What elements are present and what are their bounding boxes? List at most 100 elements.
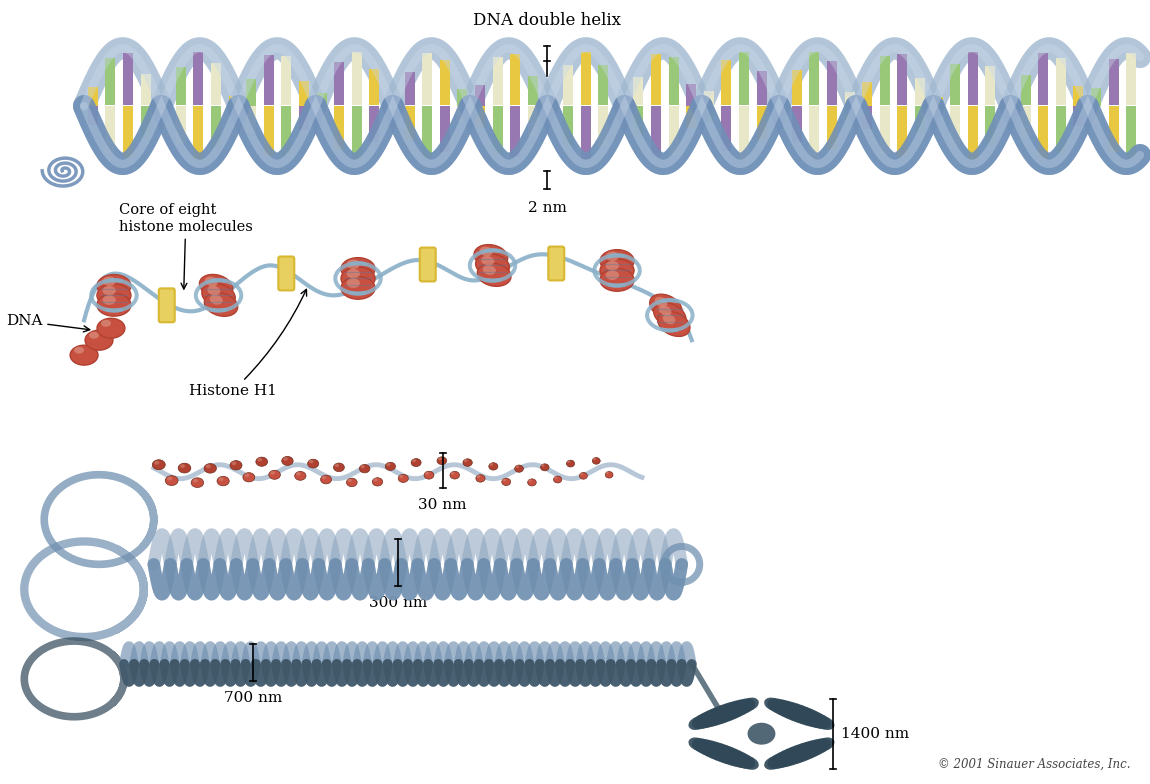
Ellipse shape	[270, 471, 275, 474]
Ellipse shape	[321, 475, 331, 484]
Ellipse shape	[451, 472, 454, 475]
Ellipse shape	[385, 463, 396, 470]
Ellipse shape	[501, 478, 511, 485]
FancyBboxPatch shape	[549, 246, 565, 281]
Ellipse shape	[780, 746, 805, 766]
FancyBboxPatch shape	[278, 256, 294, 290]
Ellipse shape	[258, 458, 262, 462]
Ellipse shape	[650, 294, 682, 319]
Bar	[335, 62, 344, 105]
Ellipse shape	[205, 292, 238, 316]
Bar	[405, 106, 415, 140]
Bar	[123, 106, 133, 158]
Ellipse shape	[342, 267, 375, 290]
Ellipse shape	[696, 711, 719, 728]
Bar	[87, 106, 98, 125]
Bar	[229, 106, 239, 117]
Ellipse shape	[606, 471, 608, 474]
Ellipse shape	[207, 285, 221, 296]
Bar	[739, 106, 749, 158]
Ellipse shape	[480, 247, 492, 256]
Ellipse shape	[764, 756, 783, 770]
Bar	[528, 76, 538, 106]
Ellipse shape	[230, 461, 241, 470]
Bar	[827, 61, 837, 105]
Bar	[335, 106, 344, 150]
Ellipse shape	[580, 473, 583, 475]
Ellipse shape	[567, 460, 575, 467]
Ellipse shape	[592, 458, 596, 460]
Ellipse shape	[463, 459, 468, 462]
Ellipse shape	[592, 458, 600, 464]
Text: © 2001 Sinauer Associates, Inc.: © 2001 Sinauer Associates, Inc.	[937, 757, 1130, 771]
Bar	[950, 64, 960, 105]
Bar	[212, 106, 221, 148]
Bar	[968, 52, 978, 105]
FancyBboxPatch shape	[159, 289, 175, 322]
Ellipse shape	[699, 740, 724, 759]
Ellipse shape	[699, 709, 724, 728]
Ellipse shape	[399, 475, 404, 478]
Ellipse shape	[810, 713, 831, 729]
Text: 2 nm: 2 nm	[528, 201, 567, 215]
Ellipse shape	[489, 463, 498, 470]
Bar	[757, 71, 767, 105]
Bar	[1056, 106, 1066, 154]
Bar	[1109, 106, 1119, 152]
Ellipse shape	[204, 463, 216, 473]
Bar	[1021, 74, 1030, 105]
Ellipse shape	[450, 471, 460, 479]
Text: Core of eight
histone molecules: Core of eight histone molecules	[118, 203, 253, 289]
Ellipse shape	[540, 464, 549, 471]
Bar	[757, 106, 767, 140]
Ellipse shape	[734, 753, 756, 769]
Bar	[986, 67, 996, 105]
Bar	[1021, 106, 1030, 136]
Ellipse shape	[728, 751, 752, 768]
Ellipse shape	[815, 738, 835, 751]
Bar	[634, 106, 644, 135]
Ellipse shape	[692, 739, 713, 753]
Bar	[352, 52, 362, 105]
Ellipse shape	[788, 743, 815, 763]
Ellipse shape	[424, 471, 434, 479]
Bar	[369, 69, 380, 105]
Ellipse shape	[97, 318, 125, 338]
Ellipse shape	[342, 258, 375, 281]
Bar	[475, 106, 485, 127]
Ellipse shape	[193, 479, 198, 483]
Ellipse shape	[567, 460, 570, 463]
Bar	[458, 106, 467, 122]
Bar	[598, 106, 608, 147]
Bar	[492, 106, 503, 154]
Bar	[704, 106, 714, 122]
Bar	[862, 82, 872, 106]
Bar	[282, 106, 291, 155]
Ellipse shape	[245, 474, 250, 477]
Ellipse shape	[718, 746, 744, 766]
Bar	[229, 96, 239, 106]
Ellipse shape	[438, 457, 442, 460]
Bar	[915, 106, 925, 133]
Bar	[106, 106, 115, 153]
Ellipse shape	[167, 477, 172, 481]
Ellipse shape	[178, 463, 191, 473]
Ellipse shape	[322, 476, 327, 479]
Ellipse shape	[606, 252, 619, 261]
Bar	[844, 106, 854, 120]
Bar	[634, 77, 644, 106]
Bar	[369, 106, 380, 143]
Ellipse shape	[191, 477, 204, 488]
Ellipse shape	[283, 457, 288, 461]
Bar	[545, 106, 555, 113]
Ellipse shape	[580, 473, 588, 479]
Bar	[564, 106, 573, 146]
Ellipse shape	[767, 753, 789, 769]
Ellipse shape	[483, 265, 496, 275]
Ellipse shape	[659, 306, 672, 316]
Ellipse shape	[205, 277, 217, 286]
Ellipse shape	[474, 245, 508, 267]
Ellipse shape	[718, 702, 744, 720]
Ellipse shape	[307, 459, 319, 468]
Ellipse shape	[780, 702, 805, 720]
